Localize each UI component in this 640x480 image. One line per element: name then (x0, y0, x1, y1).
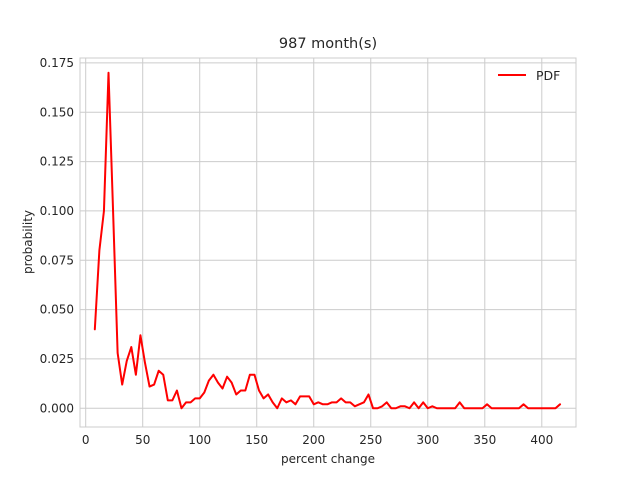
x-tick-label: 0 (82, 433, 90, 447)
plot-frame (79, 57, 577, 428)
y-tick-label: 0.050 (40, 303, 74, 317)
x-tick-label: 100 (188, 433, 211, 447)
y-tick-label: 0.125 (40, 155, 74, 169)
chart-title: 987 month(s) (279, 36, 377, 52)
series-layer (93, 71, 562, 410)
y-tick-label: 0.100 (40, 204, 74, 218)
x-tick-label: 50 (135, 433, 150, 447)
y-axis-label: probability (21, 210, 35, 274)
x-axis-label: percent change (281, 452, 375, 466)
x-tick-label: 250 (359, 433, 382, 447)
y-tick-label: 0.025 (40, 352, 74, 366)
y-tick-label: 0.175 (40, 56, 74, 70)
x-tick-label: 300 (416, 433, 439, 447)
series-line-pdf (93, 71, 562, 410)
y-tick-label: 0.150 (40, 105, 74, 119)
y-tick-label: 0.075 (40, 253, 74, 267)
tick-labels: 0 50 100 150 200 250 300 350 400 0.000 0.025 0.050 0… (40, 56, 554, 447)
x-tick-label: 200 (302, 433, 325, 447)
x-tick-label: 150 (245, 433, 268, 447)
x-tick-label: 400 (530, 433, 553, 447)
legend: PDF (498, 68, 560, 83)
legend-label-pdf: PDF (536, 68, 560, 83)
y-tick-label: 0.000 (40, 401, 74, 415)
x-tick-label: 350 (473, 433, 496, 447)
